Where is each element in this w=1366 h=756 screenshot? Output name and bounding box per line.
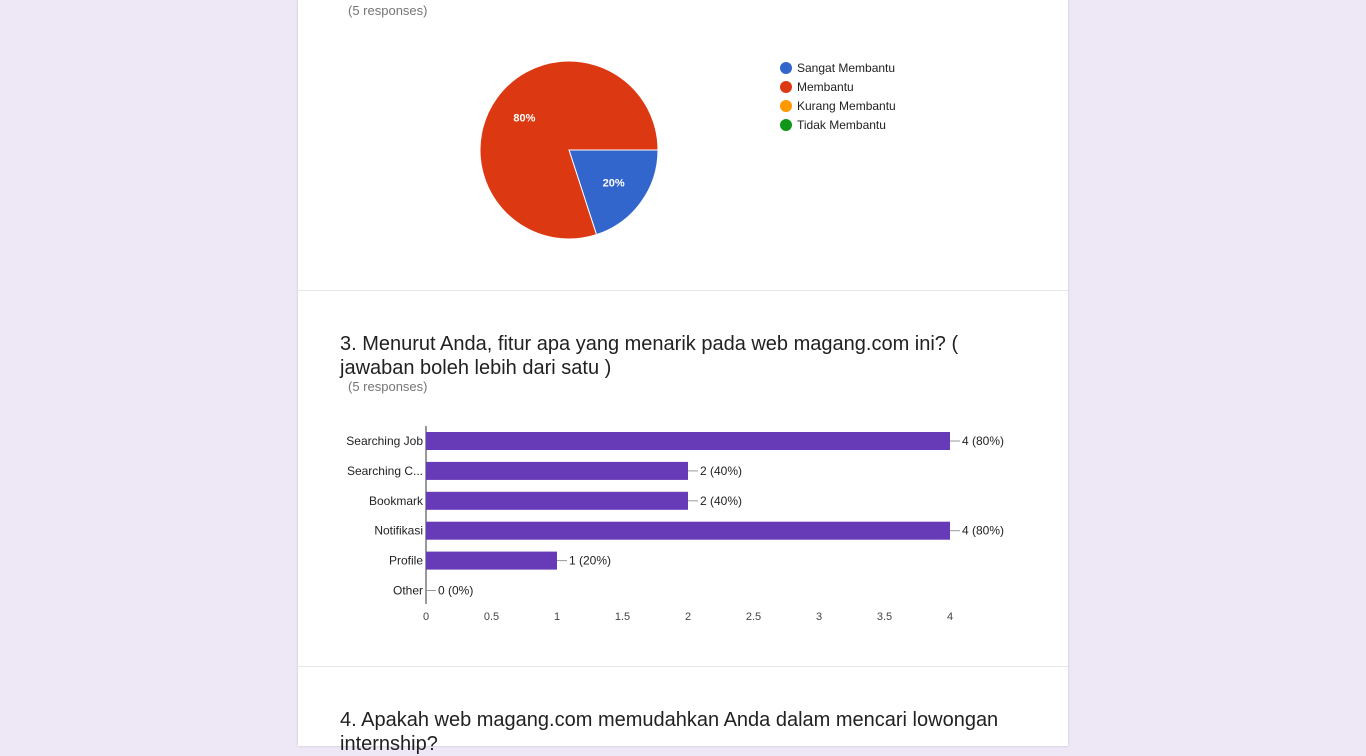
value-label: 4 (80%) <box>962 524 1004 538</box>
legend-label: Tidak Membantu <box>797 117 886 132</box>
pie-slice[interactable] <box>479 60 659 240</box>
pie-slice[interactable] <box>568 149 659 236</box>
slice-label: 80% <box>513 113 535 125</box>
q3-response-count: (5 responses) <box>348 379 428 394</box>
legend-item[interactable]: Kurang Membantu <box>780 96 896 115</box>
q2-legend: Sangat Membantu Membantu Kurang Membantu… <box>780 58 896 134</box>
legend-label: Membantu <box>797 79 854 94</box>
legend-item[interactable]: Tidak Membantu <box>780 115 896 134</box>
value-label: 2 (40%) <box>700 464 742 478</box>
legend-dot-icon <box>780 118 792 131</box>
section-divider <box>298 666 1068 667</box>
value-label: 0 (0%) <box>438 584 473 598</box>
x-tick-label: 0.5 <box>484 611 499 623</box>
q3-title: 3. Menurut Anda, fitur apa yang menarik … <box>340 333 959 379</box>
category-label: Other <box>393 584 423 598</box>
category-label: Notifikasi <box>374 524 423 538</box>
legend-item[interactable]: Membantu <box>780 77 896 96</box>
x-tick-label: 1.5 <box>615 611 630 623</box>
bar[interactable] <box>426 432 950 450</box>
bar[interactable] <box>426 551 557 570</box>
legend-label: Sangat Membantu <box>797 60 896 75</box>
x-tick-label: 2.5 <box>746 611 761 623</box>
q4-title: 4. Apakah web magang.com memudahkan Anda… <box>340 709 999 755</box>
category-label: Searching Job <box>346 434 423 448</box>
responses-sheet: (5 responses) 20% 80% Sangat Membantu Mem… <box>298 0 1068 755</box>
bar[interactable] <box>426 521 950 540</box>
bar[interactable] <box>426 491 688 510</box>
category-label: Bookmark <box>369 494 424 508</box>
x-tick-label: 2 <box>685 611 691 623</box>
bar[interactable] <box>426 461 688 480</box>
x-tick-label: 4 <box>947 611 953 623</box>
legend-dot-icon <box>780 61 792 74</box>
category-label: Profile <box>389 554 423 568</box>
x-tick-label: 1 <box>554 611 560 623</box>
q2-pie-chart: 20% 80% <box>479 60 659 240</box>
legend-label: Kurang Membantu <box>797 98 896 113</box>
legend-item[interactable]: Sangat Membantu <box>780 58 896 77</box>
x-tick-label: 3.5 <box>877 611 892 623</box>
q2-response-count: (5 responses) <box>348 3 428 18</box>
x-tick-label: 0 <box>423 611 429 623</box>
x-tick-label: 3 <box>816 611 822 623</box>
section-divider <box>298 290 1068 291</box>
legend-dot-icon <box>780 80 792 93</box>
category-label: Searching C... <box>347 464 423 478</box>
value-label: 2 (40%) <box>700 494 742 508</box>
value-label: 1 (20%) <box>569 554 611 568</box>
value-label: 4 (80%) <box>962 434 1004 448</box>
slice-label: 20% <box>603 177 625 189</box>
legend-dot-icon <box>780 99 792 112</box>
q3-bar-chart: Searching Job 4 (80%) Searching C... 2 (40%… <box>346 426 1004 623</box>
